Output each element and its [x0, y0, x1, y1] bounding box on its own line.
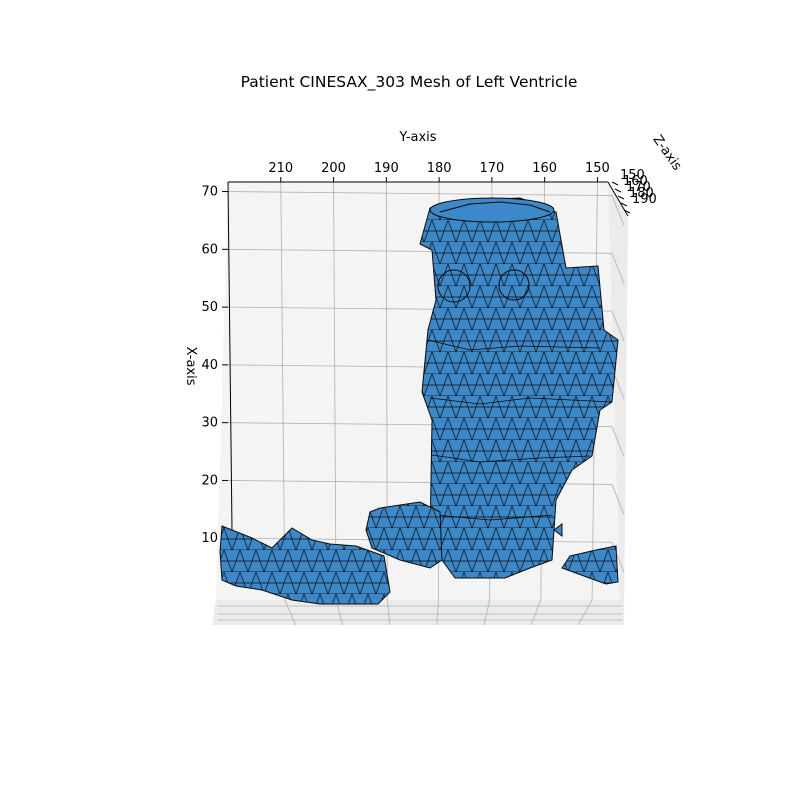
mesh-bottom-lobe [365, 501, 443, 569]
z-tick-label: 190 [632, 192, 657, 207]
side-gridline [611, 310, 625, 342]
x-axis-ticks: 70 60 50 40 30 20 10 [201, 185, 218, 547]
z-tick-mark [614, 188, 622, 193]
floor-gridline [577, 599, 593, 626]
z-tick-label: 180 [629, 186, 654, 201]
y-tick-label: 210 [268, 161, 293, 176]
y-tick-label: 170 [479, 161, 504, 176]
x-tick-label: 40 [201, 358, 218, 373]
x-axis-label: X-axis [183, 347, 198, 386]
side-gridline [611, 426, 625, 457]
z-tick-label: 160 [623, 174, 648, 189]
floor-gridline [436, 599, 439, 626]
x-tick-label: 50 [201, 300, 218, 315]
floor-gridline [386, 599, 391, 626]
x-axis-line [227, 181, 233, 531]
mesh-right-lobe [561, 545, 619, 585]
floor-gridline [530, 599, 542, 626]
mesh-ring-left [437, 269, 471, 303]
y-tick-label: 180 [427, 161, 452, 176]
floor-gridline [284, 599, 296, 626]
z-tick-mark [623, 209, 631, 214]
x-tick-label: 10 [201, 531, 218, 546]
x-tick-label: 20 [201, 473, 218, 488]
x-tick-label: 60 [201, 242, 218, 257]
ventricle-mesh [219, 197, 619, 605]
z-tick-mark [611, 181, 619, 186]
x-tick-label: 30 [201, 416, 218, 431]
floor-gridline [483, 599, 491, 626]
y-tick-label: 160 [532, 161, 557, 176]
z-axis-label: Z-axis [649, 133, 684, 174]
side-gridline [611, 484, 625, 515]
side-gridline [611, 253, 625, 284]
x-gridline [227, 191, 613, 196]
side-pane [608, 182, 628, 625]
z-tick-mark [617, 195, 625, 200]
y-tick-label: 150 [585, 161, 610, 176]
side-gridline [611, 195, 625, 226]
z-tick-mark [620, 202, 628, 207]
mesh-top-ridge [439, 201, 551, 213]
mesh-fragment [553, 523, 563, 537]
mesh-ring-right [498, 269, 530, 301]
x-tick-label: 70 [201, 185, 218, 200]
axes-lines [222, 177, 631, 539]
mesh-left-lobe [219, 525, 391, 605]
y-gridline [333, 181, 337, 601]
z-tick-label: 150 [620, 168, 645, 183]
z-tick-label: 170 [626, 180, 651, 195]
y-tick-label: 200 [321, 161, 346, 176]
y-axis-label: Y-axis [398, 130, 436, 145]
y-axis-ticks: 210 200 190 180 170 160 150 [268, 161, 609, 176]
y-tick-label: 190 [374, 161, 399, 176]
floor-pane [212, 600, 624, 625]
y-gridline [280, 181, 286, 601]
chart-title: Patient CINESAX_303 Mesh of Left Ventric… [241, 73, 578, 92]
mesh-contour [427, 339, 613, 521]
